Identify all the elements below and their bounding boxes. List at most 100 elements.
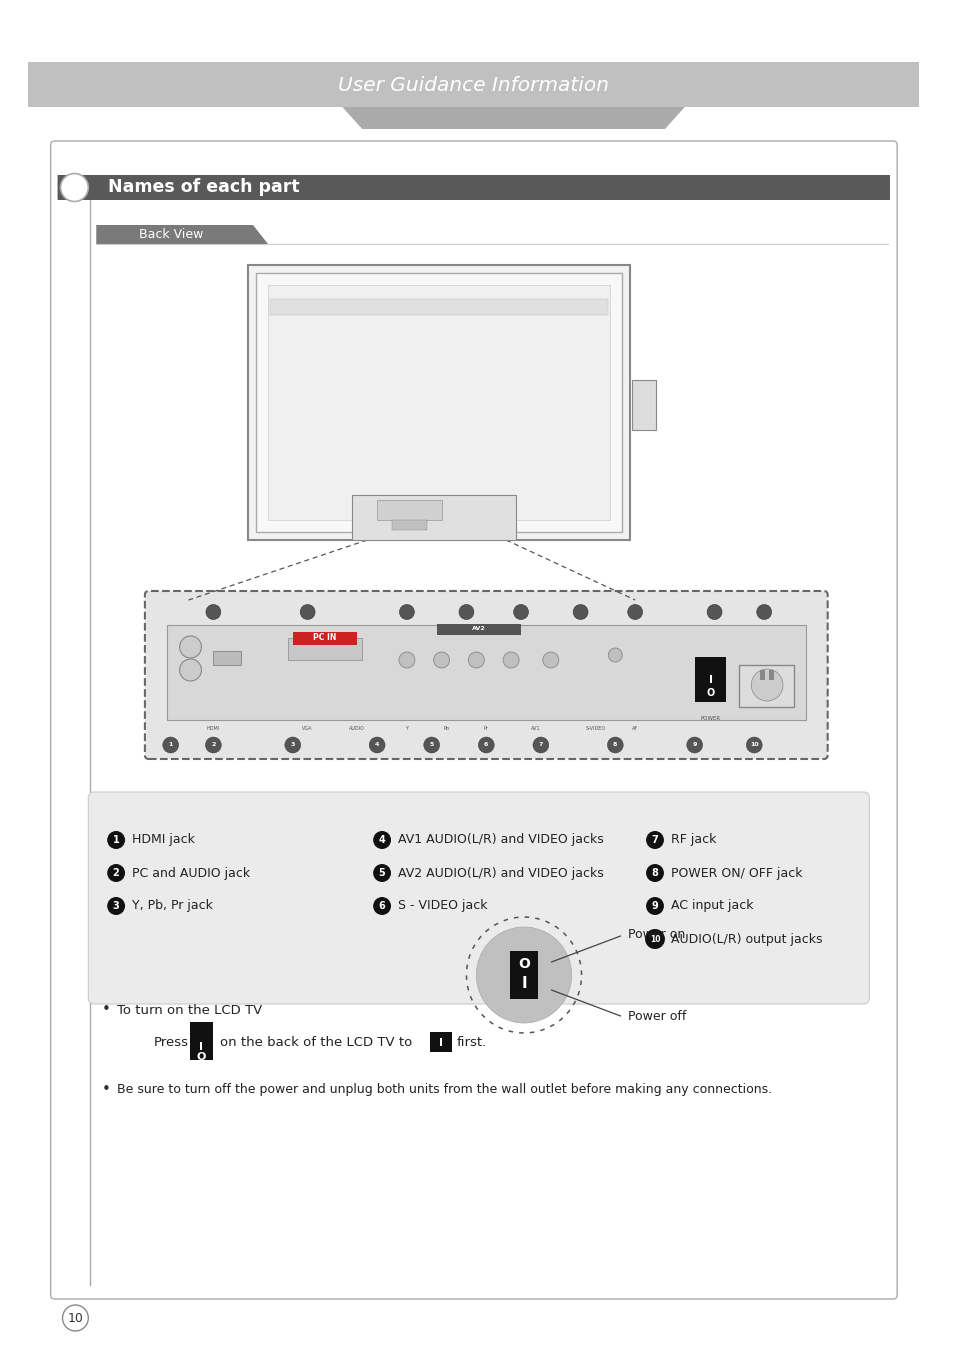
Circle shape <box>373 897 391 915</box>
Circle shape <box>369 738 385 753</box>
Text: AF: AF <box>632 725 638 731</box>
Text: 10: 10 <box>749 743 758 747</box>
Circle shape <box>533 738 548 753</box>
Text: 9: 9 <box>692 743 696 747</box>
Circle shape <box>63 1305 89 1331</box>
Text: 7: 7 <box>651 835 658 844</box>
Text: on the back of the LCD TV to: on the back of the LCD TV to <box>220 1035 412 1048</box>
Text: I: I <box>708 676 712 685</box>
Text: 9: 9 <box>651 901 658 911</box>
Text: 4: 4 <box>375 743 379 747</box>
Circle shape <box>434 653 449 667</box>
Bar <box>694 657 725 703</box>
Circle shape <box>163 738 178 753</box>
Bar <box>352 494 516 540</box>
Text: AV1: AV1 <box>531 725 540 731</box>
Circle shape <box>179 636 201 658</box>
Text: I: I <box>438 1038 442 1048</box>
Circle shape <box>573 604 587 620</box>
Polygon shape <box>57 176 446 200</box>
Circle shape <box>513 604 528 620</box>
FancyBboxPatch shape <box>510 951 537 998</box>
Text: 10: 10 <box>68 1312 83 1324</box>
Text: 3: 3 <box>112 901 119 911</box>
Text: AV2 AUDIO(L/R) and VIDEO jacks: AV2 AUDIO(L/R) and VIDEO jacks <box>397 866 603 880</box>
Text: 8: 8 <box>651 867 658 878</box>
Text: S-VIDEO: S-VIDEO <box>585 725 605 731</box>
Text: AV2: AV2 <box>472 627 486 631</box>
Circle shape <box>423 738 439 753</box>
Bar <box>632 380 656 430</box>
Circle shape <box>373 865 391 882</box>
Bar <box>248 265 630 540</box>
Circle shape <box>468 653 484 667</box>
Text: AV1 AUDIO(L/R) and VIDEO jacks: AV1 AUDIO(L/R) and VIDEO jacks <box>397 834 603 847</box>
Text: POWER: POWER <box>700 716 720 720</box>
Text: •: • <box>102 1002 111 1017</box>
Text: I: I <box>199 1042 203 1052</box>
Circle shape <box>398 653 415 667</box>
Text: PC IN: PC IN <box>313 634 335 643</box>
Circle shape <box>645 897 663 915</box>
Text: 10: 10 <box>649 935 659 943</box>
Circle shape <box>756 604 771 620</box>
Text: AUDIO(L/R) output jacks: AUDIO(L/R) output jacks <box>670 932 821 946</box>
Bar <box>768 670 773 680</box>
FancyBboxPatch shape <box>190 1021 213 1061</box>
FancyBboxPatch shape <box>429 1032 451 1052</box>
FancyBboxPatch shape <box>89 792 868 1004</box>
Circle shape <box>285 738 300 753</box>
Circle shape <box>477 738 494 753</box>
Circle shape <box>645 865 663 882</box>
Text: 1: 1 <box>112 835 119 844</box>
Bar <box>739 665 793 707</box>
Bar <box>288 638 362 661</box>
Circle shape <box>627 604 642 620</box>
Circle shape <box>206 604 220 620</box>
Text: RF jack: RF jack <box>670 834 716 847</box>
Text: POWER ON/ OFF jack: POWER ON/ OFF jack <box>670 866 801 880</box>
Text: To turn on the LCD TV: To turn on the LCD TV <box>117 1004 262 1016</box>
Bar <box>376 500 441 520</box>
Circle shape <box>399 604 414 620</box>
Circle shape <box>502 653 518 667</box>
Text: •: • <box>102 1082 111 1097</box>
Circle shape <box>745 738 761 753</box>
Bar <box>293 632 357 644</box>
Circle shape <box>179 659 201 681</box>
Circle shape <box>645 831 663 848</box>
Text: Y: Y <box>405 725 408 731</box>
Text: 6: 6 <box>483 743 488 747</box>
Bar <box>392 520 426 530</box>
Text: 3: 3 <box>291 743 294 747</box>
Text: 2: 2 <box>112 867 119 878</box>
FancyBboxPatch shape <box>145 590 827 759</box>
Bar <box>270 299 608 315</box>
Text: User Guidance Information: User Guidance Information <box>337 76 608 95</box>
Circle shape <box>750 669 782 701</box>
Text: O: O <box>196 1052 206 1062</box>
Text: 4: 4 <box>378 835 385 844</box>
Circle shape <box>476 927 571 1023</box>
Circle shape <box>458 604 474 620</box>
Polygon shape <box>96 226 268 245</box>
Text: 8: 8 <box>613 743 617 747</box>
Text: 5: 5 <box>429 743 434 747</box>
Circle shape <box>607 738 622 753</box>
Text: AUDIO: AUDIO <box>349 725 365 731</box>
Circle shape <box>373 831 391 848</box>
Circle shape <box>300 604 314 620</box>
Text: VGA: VGA <box>302 725 313 731</box>
Text: PC and AUDIO jack: PC and AUDIO jack <box>132 866 250 880</box>
Text: I: I <box>520 977 526 992</box>
Bar <box>436 624 520 635</box>
Text: 6: 6 <box>378 901 385 911</box>
Text: Press: Press <box>153 1035 189 1048</box>
Text: Back View: Back View <box>138 228 203 240</box>
Polygon shape <box>342 107 684 128</box>
Text: 5: 5 <box>378 867 385 878</box>
Bar <box>167 626 805 720</box>
Text: Y, Pb, Pr jack: Y, Pb, Pr jack <box>132 900 213 912</box>
Circle shape <box>686 738 702 753</box>
Bar <box>760 670 764 680</box>
